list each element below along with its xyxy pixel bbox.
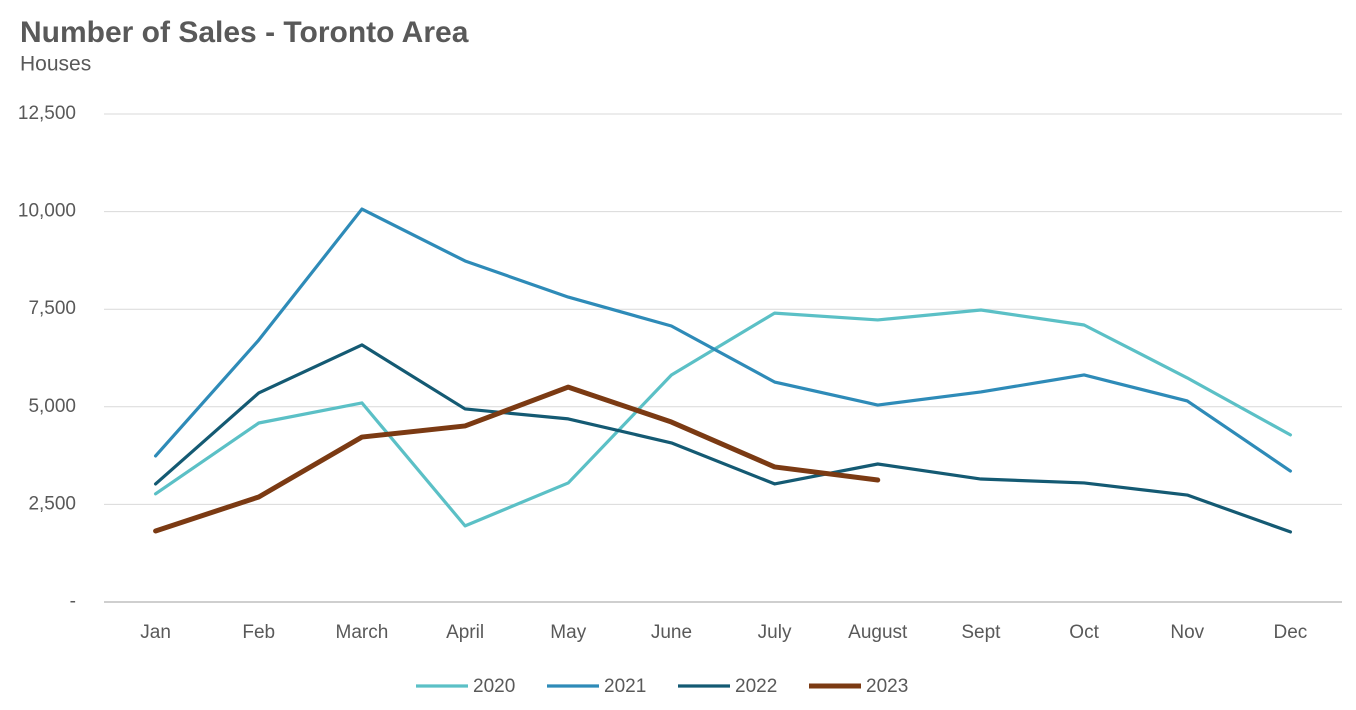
y-tick-label: 7,500 xyxy=(28,298,76,319)
y-tick-label: 2,500 xyxy=(28,493,76,514)
series-line xyxy=(153,308,1293,528)
chart-title: Number of Sales - Toronto Area xyxy=(20,16,469,49)
y-tick-label: - xyxy=(70,591,76,612)
x-tick-label: July xyxy=(758,622,792,643)
legend-label: 2020 xyxy=(473,676,515,697)
x-tick-label: Dec xyxy=(1274,622,1308,643)
series-line xyxy=(153,384,881,534)
x-tick-label: March xyxy=(336,622,389,643)
x-tick-label: Oct xyxy=(1069,622,1099,643)
legend-label: 2022 xyxy=(735,676,777,697)
x-tick-label: June xyxy=(651,622,692,643)
legend-label: 2023 xyxy=(866,676,908,697)
y-tick-label: 12,500 xyxy=(18,103,76,124)
x-tick-label: Feb xyxy=(242,622,275,643)
legend-label: 2021 xyxy=(604,676,646,697)
x-tick-label: Jan xyxy=(140,622,171,643)
y-tick-label: 5,000 xyxy=(28,396,76,417)
series-line xyxy=(153,343,1293,534)
y-tick-label: 10,000 xyxy=(18,201,76,222)
x-tick-label: May xyxy=(550,622,586,643)
chart-subtitle: Houses xyxy=(20,53,91,76)
x-tick-label: August xyxy=(848,622,908,643)
x-tick-label: Nov xyxy=(1170,622,1204,643)
x-tick-label: April xyxy=(446,622,484,643)
series-line xyxy=(153,207,1293,473)
x-tick-label: Sept xyxy=(961,622,1001,643)
